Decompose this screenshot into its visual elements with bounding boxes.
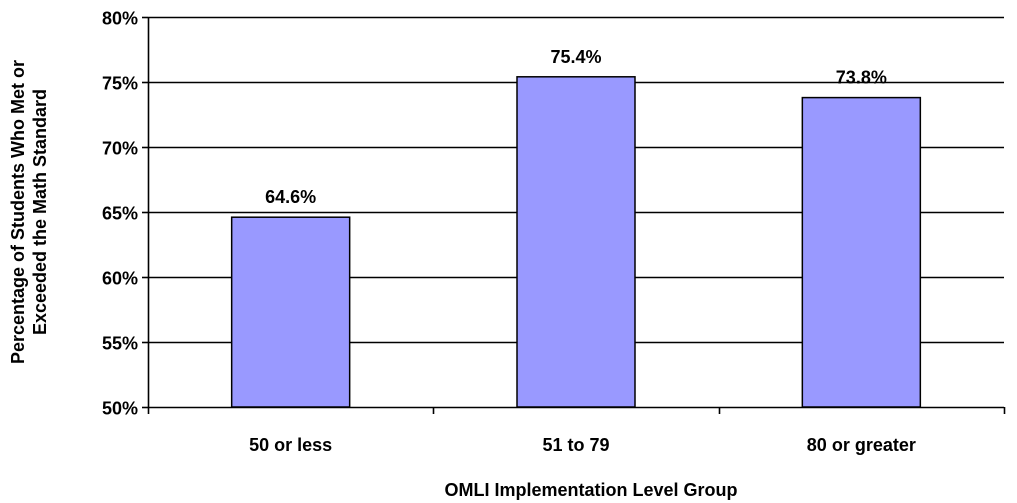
y-tick-label: 55% [102, 334, 138, 354]
bar [801, 96, 922, 408]
y-tick-label: 80% [102, 9, 138, 29]
x-tick-label: 80 or greater [807, 435, 916, 455]
x-tick-labels: 50 or less 51 to 79 80 or greater [249, 435, 916, 455]
x-tick-label: 51 to 79 [542, 435, 609, 455]
bars [230, 76, 922, 408]
y-tick-label: 60% [102, 269, 138, 289]
data-label: 64.6% [265, 187, 316, 207]
y-axis-title-line-1: Percentage of Students Who Met or [8, 60, 28, 364]
data-labels: 64.6% 75.4% 73.8% [265, 47, 887, 207]
bar [230, 216, 351, 408]
y-tick-label: 70% [102, 139, 138, 159]
y-tick-label: 75% [102, 74, 138, 94]
y-tick-label: 50% [102, 399, 138, 419]
bar [516, 76, 636, 408]
y-tick-label: 65% [102, 204, 138, 224]
data-label: 73.8% [836, 68, 887, 88]
axes [142, 16, 1006, 414]
y-axis-title-line-2: Exceeded the Math Standard [30, 89, 50, 335]
y-tick-labels: 50% 55% 60% 65% 70% 75% 80% [102, 9, 138, 419]
data-label: 75.4% [550, 47, 601, 67]
x-tick-label: 50 or less [249, 435, 332, 455]
x-axis-title: OMLI Implementation Level Group [444, 480, 737, 500]
